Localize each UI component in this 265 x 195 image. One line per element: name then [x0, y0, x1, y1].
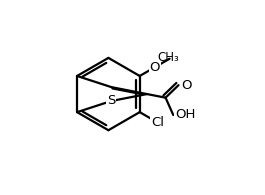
Text: CH₃: CH₃: [158, 51, 180, 64]
Text: O: O: [149, 61, 160, 74]
Text: OH: OH: [175, 108, 195, 121]
Text: S: S: [107, 94, 116, 107]
Text: Cl: Cl: [151, 116, 164, 129]
Text: O: O: [181, 79, 192, 92]
